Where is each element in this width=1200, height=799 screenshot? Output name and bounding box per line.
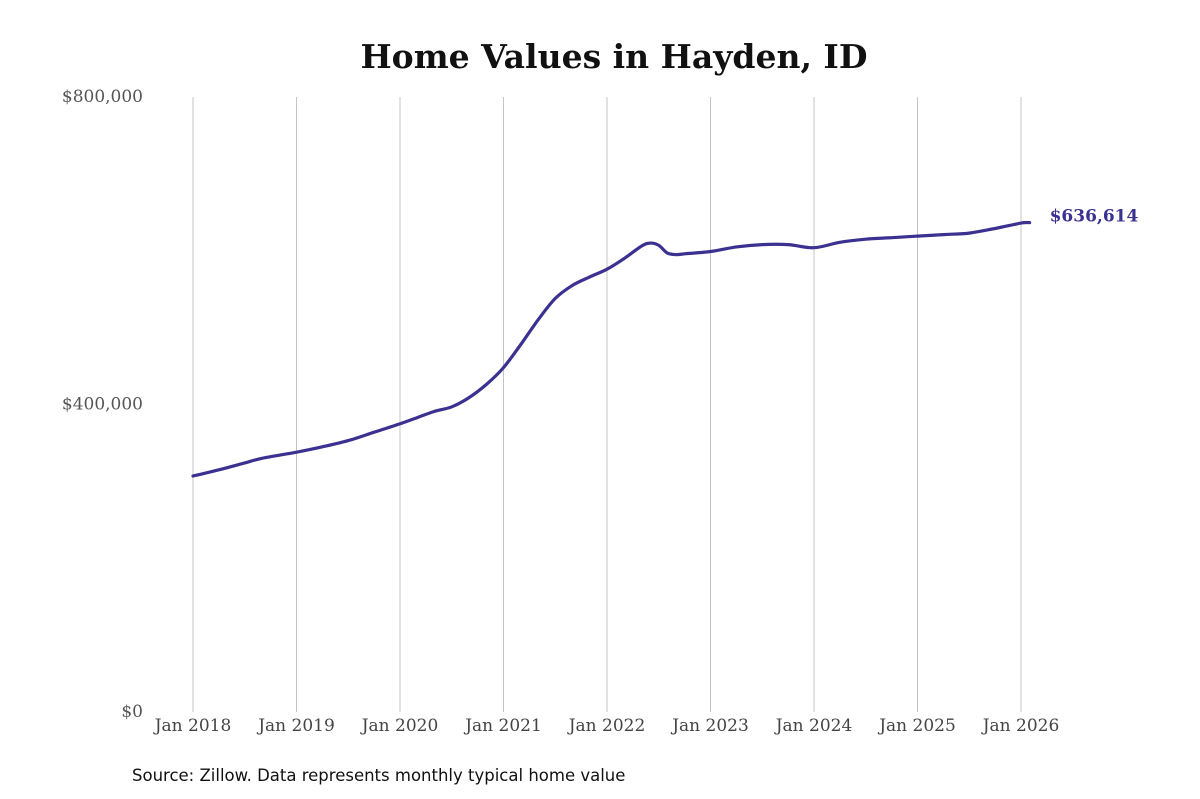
x-tick-label-4: Jan 2022: [567, 716, 646, 736]
x-tick-label-7: Jan 2025: [877, 716, 956, 736]
x-tick-label-1: Jan 2019: [256, 716, 335, 736]
grid-lines: [192, 97, 1022, 712]
x-tick-label-0: Jan 2018: [153, 716, 232, 736]
x-tick-label-6: Jan 2024: [774, 716, 853, 736]
series-layer: [191, 220, 1032, 478]
x-tick-label-8: Jan 2026: [981, 716, 1060, 736]
source-note: Source: Zillow. Data represents monthly …: [132, 766, 625, 785]
y-tick-label-2: $800,000: [62, 87, 143, 107]
chart-title: Home Values in Hayden, ID: [361, 37, 868, 76]
x-tick-label-2: Jan 2020: [360, 716, 439, 736]
x-axis: Jan 2018 Jan 2019 Jan 2020 Jan 2021 Jan 2022…: [153, 716, 1060, 736]
end-value-label: $636,614: [1050, 207, 1139, 227]
x-tick-label-3: Jan 2021: [463, 716, 542, 736]
y-tick-label-0: $0: [121, 702, 143, 722]
y-tick-label-1: $400,000: [62, 395, 143, 415]
series-line-0: [191, 220, 1032, 478]
x-tick-label-5: Jan 2023: [670, 716, 749, 736]
y-axis: $0 $400,000 $800,000: [62, 87, 143, 722]
